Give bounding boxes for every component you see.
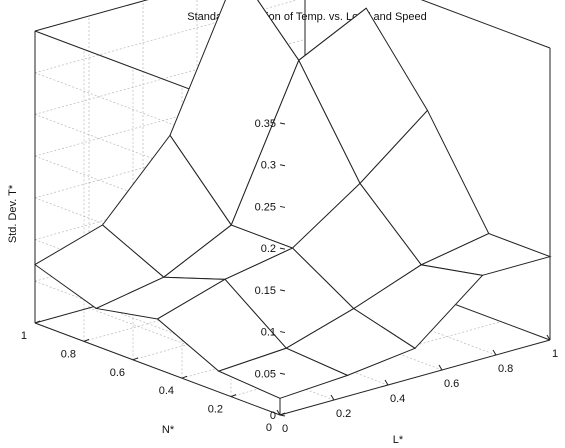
box-edge <box>34 322 281 416</box>
z-tick-mark <box>279 122 286 125</box>
surface-mesh <box>34 0 552 399</box>
y-tick-label: 0.4 <box>159 385 174 397</box>
z-tick-label: 0.15 <box>255 285 276 297</box>
x-tick-label: 0.2 <box>336 408 351 420</box>
surface-cell <box>217 347 349 399</box>
x-tick-label: 1 <box>552 348 558 360</box>
x-axis-label: L* <box>393 434 404 446</box>
y-tick-mark <box>279 412 286 416</box>
y-tick-mark <box>132 357 139 361</box>
box-edge <box>420 0 551 49</box>
z-tick-mark <box>279 289 286 292</box>
z-tick-mark <box>279 372 286 375</box>
x-tick-label: 0 <box>282 423 288 435</box>
x-tick-mark <box>546 334 551 341</box>
y-axis-label: N* <box>162 424 175 436</box>
z-tick-label: 0.25 <box>255 201 276 213</box>
y-tick-label: 0 <box>266 422 272 434</box>
y-tick-mark <box>83 338 90 342</box>
z-axis-label: Std. Dev. T* <box>7 184 19 243</box>
z-tick-label: 0.3 <box>261 160 276 172</box>
z-tick-label: 0.35 <box>255 118 276 130</box>
z-tick-label: 0 <box>270 410 276 422</box>
x-tick-mark <box>438 364 443 371</box>
y-tick-mark <box>181 375 188 379</box>
y-tick-mark <box>34 320 41 324</box>
x-tick-label: 0.8 <box>498 363 513 375</box>
y-tick-label: 0.2 <box>208 404 223 416</box>
x-tick-label: 0.6 <box>444 378 459 390</box>
tick-labels: 0 0.05 0.1 0.15 0.2 0.25 0.3 0.35 0 0.2 0.4 0.6 0.8 1… <box>21 118 558 435</box>
x-tick-mark <box>276 409 281 416</box>
x-tick-mark <box>492 349 497 356</box>
x-tick-label: 0.4 <box>390 393 405 405</box>
z-tick-mark <box>279 205 286 208</box>
z-tick-label: 0.1 <box>261 327 276 339</box>
z-tick-mark <box>279 331 286 334</box>
z-tick-mark <box>279 247 286 250</box>
y-tick-label: 1 <box>21 330 27 342</box>
z-tick-label: 0.05 <box>255 368 276 380</box>
z-tick-mark <box>279 164 286 167</box>
y-tick-label: 0.8 <box>61 348 76 360</box>
x-tick-mark <box>330 394 335 401</box>
z-tick-label: 0.2 <box>261 243 276 255</box>
y-tick-label: 0.6 <box>110 367 125 379</box>
x-tick-mark <box>384 379 389 386</box>
box-edge <box>34 0 149 32</box>
y-tick-mark <box>230 394 237 398</box>
box-edge <box>279 339 551 416</box>
